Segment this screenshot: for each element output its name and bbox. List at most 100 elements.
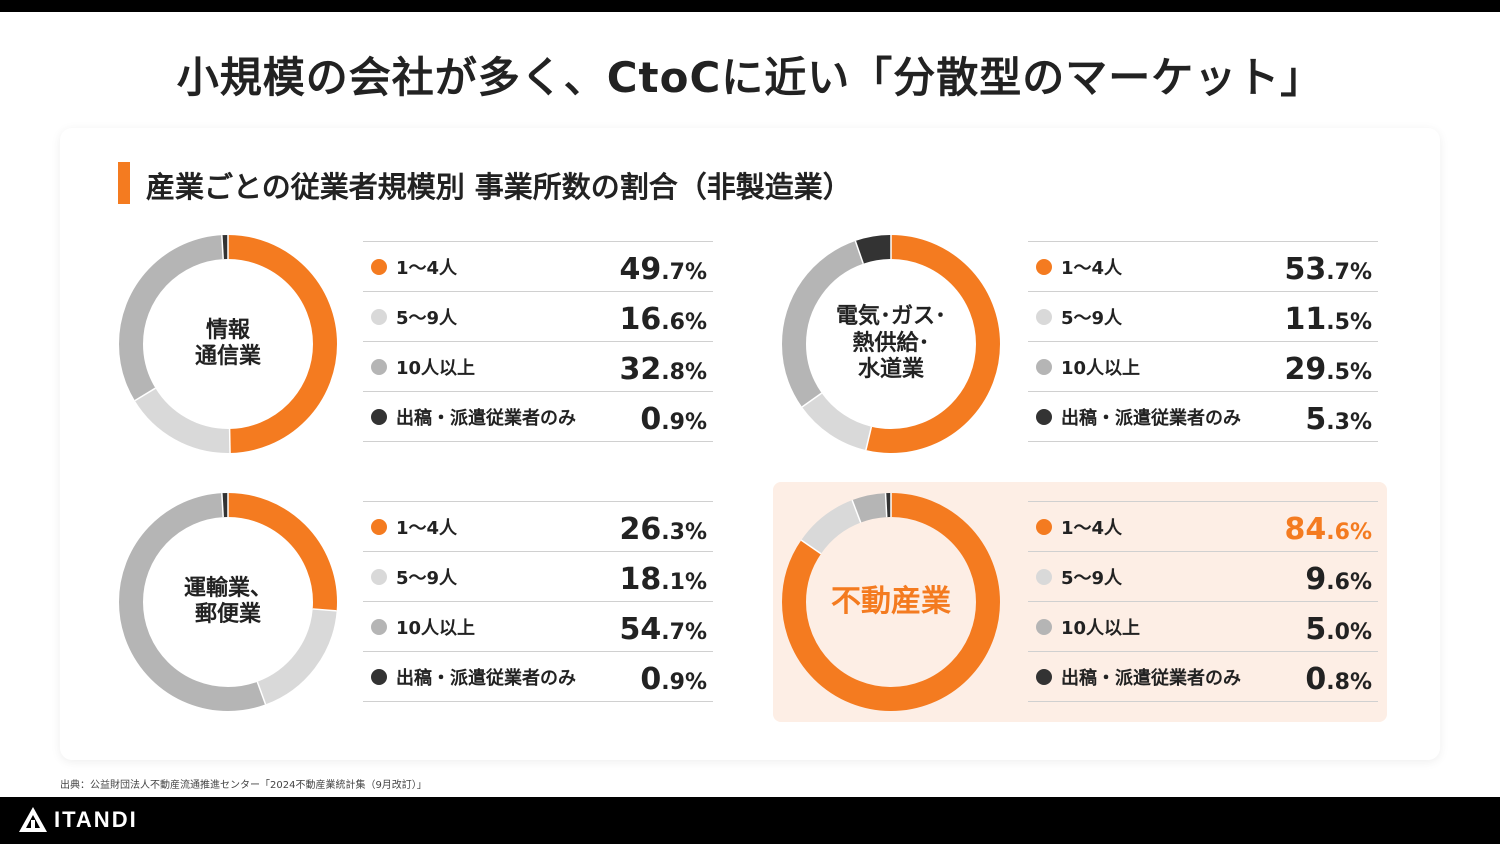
donut-center-label: 電気･ガス･ 熱供給･ 水道業 (835, 304, 946, 383)
legend-dot (1036, 668, 1052, 685)
donut-svg (119, 493, 337, 711)
itandi-logo-icon (19, 807, 47, 832)
slice-separator (256, 681, 267, 705)
legend-row: 10人以上 5.0% (1028, 602, 1378, 652)
legend-row: 10人以上 32.8% (363, 342, 713, 392)
legend-label: 出稿・派遣従業者のみ (396, 667, 576, 689)
legend-dot (1036, 258, 1052, 275)
industry-panel: 運輸業、 郵便業 1〜4人 26.3% 5〜9人 18.1% 10人以上 54.7% … (108, 488, 748, 728)
legend-value: 29.5% (1284, 352, 1372, 387)
legend-value: 0.8% (1305, 662, 1372, 697)
slice-separator (865, 426, 873, 451)
donut-svg (782, 493, 1000, 711)
legend-dot (1036, 308, 1052, 325)
legend-label: 出稿・派遣従業者のみ (1061, 667, 1241, 689)
industry-panel: 電気･ガス･ 熱供給･ 水道業 1〜4人 53.7% 5〜9人 11.5% 10人以… (773, 228, 1413, 468)
legend-label: 5〜9人 (396, 567, 458, 589)
legend-table: 1〜4人 53.7% 5〜9人 11.5% 10人以上 29.5% 出稿・派遣従業者の… (1028, 241, 1378, 442)
legend-label: 1〜4人 (1061, 257, 1123, 279)
donut-chart: 不動産業 (779, 490, 1003, 714)
legend-label: 1〜4人 (396, 257, 458, 279)
brand-logo: ITANDI (18, 805, 138, 835)
legend-value: 32.8% (619, 352, 707, 387)
legend-label: 5〜9人 (1061, 307, 1123, 329)
top-bar (0, 0, 1500, 12)
legend-value: 5.3% (1305, 402, 1372, 437)
legend-row: 1〜4人 53.7% (1028, 242, 1378, 292)
legend-value: 26.3% (619, 512, 707, 547)
slice-separator (854, 240, 864, 264)
slide-title: 小規模の会社が多く、CtoCに近い「分散型のマーケット」 (176, 53, 1324, 102)
legend-row: 10人以上 54.7% (363, 602, 713, 652)
legend-value: 0.9% (640, 402, 707, 437)
legend-dot (371, 668, 387, 685)
legend-label: 5〜9人 (1061, 567, 1123, 589)
legend-row: 出稿・派遣従業者のみ 0.9% (363, 392, 713, 442)
legend-label: 10人以上 (396, 617, 476, 639)
donut-chart: 情報 通信業 (116, 232, 340, 456)
industry-panel: 情報 通信業 1〜4人 49.7% 5〜9人 16.6% 10人以上 32.8% 出稿… (108, 228, 748, 468)
slice-separator (801, 392, 823, 408)
legend-dot (1036, 518, 1052, 535)
legend-label: 出稿・派遣従業者のみ (396, 407, 576, 429)
legend-label: 出稿・派遣従業者のみ (1061, 407, 1241, 429)
brand-name: ITANDI (54, 807, 138, 832)
donut-center-label: 運輸業、 郵便業 (183, 575, 272, 627)
bottom-bar (0, 797, 1500, 844)
donut-slice (119, 493, 337, 711)
donut-chart: 運輸業、 郵便業 (116, 490, 340, 714)
legend-value: 53.7% (1284, 252, 1372, 287)
slice-separator (800, 539, 822, 555)
donut-center-label: 情報 通信業 (194, 317, 261, 369)
legend-row: 10人以上 29.5% (1028, 342, 1378, 392)
legend-row: 出稿・派遣従業者のみ 0.9% (363, 652, 713, 702)
donut-center-label: 不動産業 (831, 584, 951, 619)
legend-dot (371, 568, 387, 585)
legend-row: 出稿・派遣従業者のみ 0.8% (1028, 652, 1378, 702)
legend-dot (1036, 568, 1052, 585)
legend-dot (371, 358, 387, 375)
legend-row: 5〜9人 9.6% (1028, 552, 1378, 602)
slice-separator (221, 493, 224, 518)
slice-separator (884, 493, 888, 518)
legend-row: 1〜4人 49.7% (363, 242, 713, 292)
legend-value: 84.6% (1284, 512, 1372, 547)
legend-value: 54.7% (619, 612, 707, 647)
legend-table: 1〜4人 49.7% 5〜9人 16.6% 10人以上 32.8% 出稿・派遣従業者の… (363, 241, 713, 442)
legend-label: 10人以上 (396, 357, 476, 379)
legend-row: 5〜9人 11.5% (1028, 292, 1378, 342)
legend-table: 1〜4人 84.6% 5〜9人 9.6% 10人以上 5.0% 出稿・派遣従業者のみ 0… (1028, 501, 1378, 702)
legend-row: 1〜4人 26.3% (363, 502, 713, 552)
legend-row: 1〜4人 84.6% (1028, 502, 1378, 552)
title-accent-bar (118, 162, 130, 204)
legend-row: 出稿・派遣従業者のみ 5.3% (1028, 392, 1378, 442)
source-note: 出典：公益財団法人不動産流通推進センター「2024不動産業統計集（9月改訂）」 (60, 780, 427, 791)
legend-dot (371, 518, 387, 535)
legend-value: 0.9% (640, 662, 707, 697)
legend-table: 1〜4人 26.3% 5〜9人 18.1% 10人以上 54.7% 出稿・派遣従業者の… (363, 501, 713, 702)
legend-row: 5〜9人 16.6% (363, 292, 713, 342)
legend-label: 10人以上 (1061, 617, 1141, 639)
donut-slice (119, 235, 337, 453)
legend-label: 1〜4人 (1061, 517, 1123, 539)
legend-value: 9.6% (1305, 562, 1372, 597)
legend-value: 5.0% (1305, 612, 1372, 647)
legend-dot (1036, 618, 1052, 635)
legend-value: 16.6% (619, 302, 707, 337)
legend-dot (371, 308, 387, 325)
legend-value: 49.7% (619, 252, 707, 287)
legend-label: 10人以上 (1061, 357, 1141, 379)
legend-dot (371, 618, 387, 635)
slice-separator (221, 235, 224, 260)
donut-svg (782, 235, 1000, 453)
donut-chart: 電気･ガス･ 熱供給･ 水道業 (779, 232, 1003, 456)
slice-separator (134, 387, 156, 402)
legend-value: 11.5% (1284, 302, 1372, 337)
slice-separator (851, 499, 862, 523)
legend-dot (371, 408, 387, 425)
donut-slice (782, 235, 1000, 453)
donut-slice (119, 235, 337, 453)
legend-dot (1036, 408, 1052, 425)
industry-panel-highlight: 不動産業 1〜4人 84.6% 5〜9人 9.6% 10人以上 5.0% 出稿・派遣従… (773, 482, 1387, 722)
legend-dot (371, 258, 387, 275)
